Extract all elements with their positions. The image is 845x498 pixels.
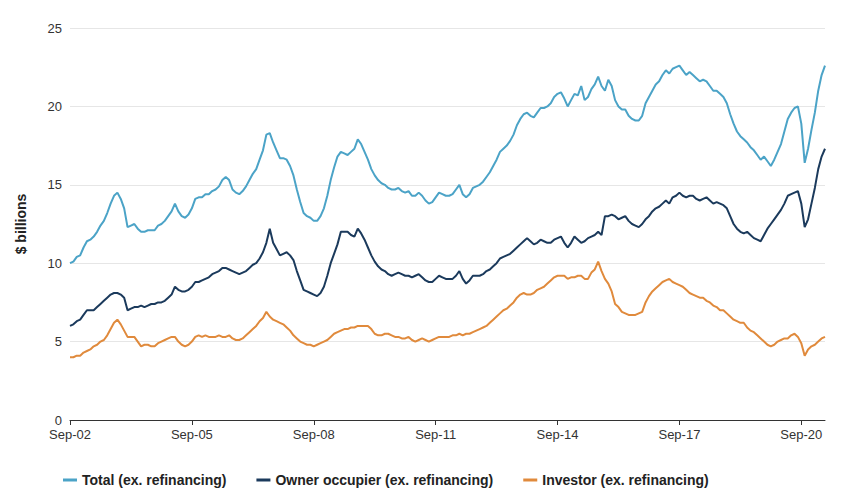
svg-text:Sep-11: Sep-11: [415, 427, 456, 442]
svg-text:5: 5: [55, 334, 62, 349]
svg-text:Sep-20: Sep-20: [780, 427, 822, 442]
svg-text:25: 25: [48, 21, 62, 36]
svg-text:Sep-05: Sep-05: [171, 427, 213, 442]
svg-text:Owner occupier (ex. refinancin: Owner occupier (ex. refinancing): [275, 472, 493, 488]
svg-text:Sep-02: Sep-02: [49, 427, 91, 442]
svg-text:20: 20: [48, 99, 62, 114]
svg-text:Sep-17: Sep-17: [658, 427, 700, 442]
svg-text:Sep-08: Sep-08: [293, 427, 335, 442]
svg-text:15: 15: [48, 177, 62, 192]
svg-text:$ billions: $ billions: [13, 193, 29, 254]
svg-text:Investor (ex. refinancing): Investor (ex. refinancing): [542, 472, 708, 488]
svg-text:10: 10: [48, 256, 62, 271]
svg-text:Sep-14: Sep-14: [537, 427, 579, 442]
svg-text:0: 0: [55, 413, 62, 428]
svg-text:Total (ex. refinancing): Total (ex. refinancing): [82, 472, 226, 488]
